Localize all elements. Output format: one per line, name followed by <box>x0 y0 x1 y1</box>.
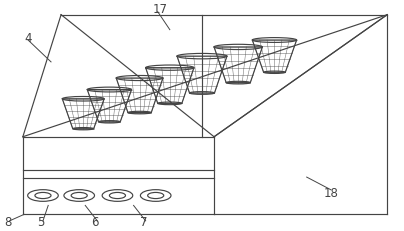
Text: 5: 5 <box>37 216 45 228</box>
Text: 17: 17 <box>152 3 167 16</box>
Text: 8: 8 <box>4 216 12 228</box>
Text: 6: 6 <box>92 216 99 228</box>
Text: 18: 18 <box>323 186 338 199</box>
Text: 4: 4 <box>24 32 32 45</box>
Text: 7: 7 <box>140 216 147 228</box>
